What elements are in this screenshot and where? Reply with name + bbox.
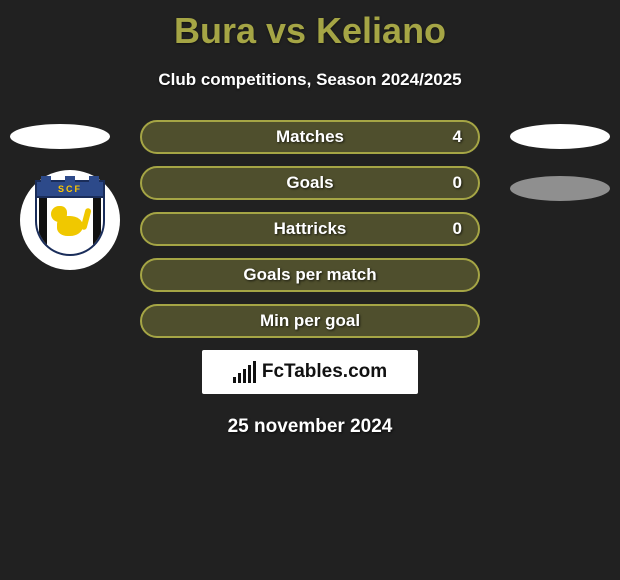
stat-label: Goals per match: [243, 265, 376, 285]
stat-label: Matches: [276, 127, 344, 147]
stat-row-goals-per-match: Goals per match: [140, 258, 480, 292]
club-badge: SCF: [20, 170, 120, 270]
stat-row-goals: Goals 0: [140, 166, 480, 200]
page-title: Bura vs Keliano: [0, 0, 620, 52]
stat-label: Goals: [286, 173, 333, 193]
subtitle: Club competitions, Season 2024/2025: [0, 70, 620, 90]
avatar-placeholder-right-1: [510, 124, 610, 149]
club-badge-initials: SCF: [37, 184, 103, 194]
stat-value: 0: [453, 173, 462, 193]
stat-label: Hattricks: [274, 219, 347, 239]
stat-row-min-per-goal: Min per goal: [140, 304, 480, 338]
stat-value: 4: [453, 127, 462, 147]
date-text: 25 november 2024: [0, 416, 620, 438]
brand-text: FcTables.com: [262, 361, 387, 383]
lion-icon: [51, 204, 89, 248]
stat-row-hattricks: Hattricks 0: [140, 212, 480, 246]
stat-label: Min per goal: [260, 311, 360, 331]
avatar-placeholder-left: [10, 124, 110, 149]
stat-row-matches: Matches 4: [140, 120, 480, 154]
avatar-placeholder-right-2: [510, 176, 610, 201]
stat-value: 0: [453, 219, 462, 239]
bar-chart-icon: [233, 361, 256, 383]
club-badge-icon: SCF: [35, 180, 105, 260]
brand-badge: FcTables.com: [202, 350, 418, 394]
